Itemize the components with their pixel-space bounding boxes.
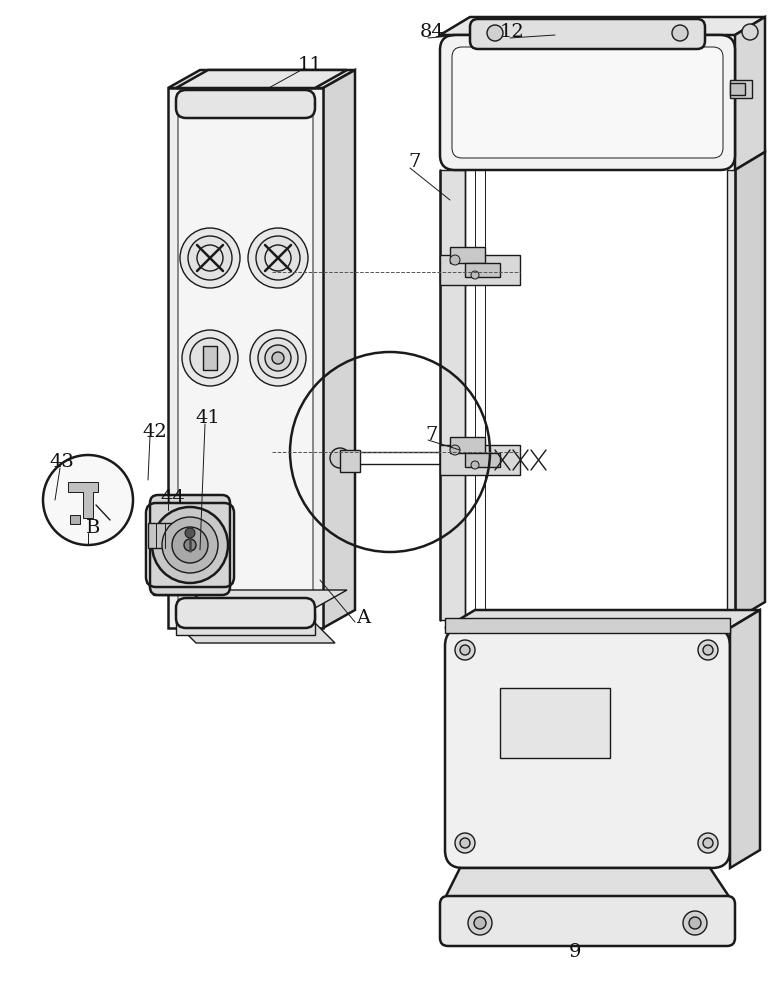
Polygon shape	[176, 623, 335, 643]
Circle shape	[172, 527, 208, 563]
FancyBboxPatch shape	[150, 495, 230, 595]
Circle shape	[689, 917, 701, 929]
Bar	[730, 80, 752, 98]
Circle shape	[683, 911, 707, 935]
Circle shape	[468, 911, 492, 935]
Polygon shape	[735, 17, 765, 170]
Circle shape	[248, 228, 308, 288]
Polygon shape	[445, 610, 760, 628]
Polygon shape	[450, 247, 485, 263]
Polygon shape	[445, 868, 730, 898]
Polygon shape	[168, 88, 323, 628]
Circle shape	[250, 330, 306, 386]
Circle shape	[162, 517, 218, 573]
Circle shape	[460, 838, 470, 848]
Text: 42: 42	[143, 423, 168, 441]
Text: 41: 41	[196, 409, 220, 427]
Circle shape	[474, 917, 486, 929]
Circle shape	[703, 645, 713, 655]
Text: B: B	[86, 519, 100, 537]
Polygon shape	[735, 152, 765, 620]
Bar	[203, 346, 217, 370]
Text: 12: 12	[499, 23, 524, 41]
Circle shape	[182, 330, 238, 386]
Circle shape	[698, 640, 718, 660]
Circle shape	[742, 24, 758, 40]
Polygon shape	[450, 437, 485, 453]
Text: 44: 44	[161, 489, 186, 507]
Circle shape	[256, 236, 300, 280]
Text: 11: 11	[298, 56, 322, 74]
FancyBboxPatch shape	[445, 628, 730, 868]
Circle shape	[450, 255, 460, 265]
Polygon shape	[730, 610, 760, 868]
Circle shape	[265, 345, 291, 371]
Circle shape	[188, 236, 232, 280]
Polygon shape	[70, 515, 80, 524]
Bar	[176, 613, 315, 635]
Circle shape	[190, 338, 230, 378]
Circle shape	[487, 25, 503, 41]
FancyBboxPatch shape	[440, 35, 735, 170]
Polygon shape	[168, 70, 355, 88]
Text: 7: 7	[409, 153, 421, 171]
Text: A: A	[356, 609, 370, 627]
Polygon shape	[323, 70, 355, 628]
Circle shape	[450, 445, 460, 455]
FancyBboxPatch shape	[178, 98, 313, 618]
FancyBboxPatch shape	[470, 19, 705, 49]
Text: 84: 84	[420, 23, 444, 41]
Polygon shape	[440, 170, 465, 620]
FancyBboxPatch shape	[452, 47, 723, 158]
Circle shape	[672, 25, 688, 41]
Circle shape	[258, 338, 298, 378]
Circle shape	[184, 539, 196, 551]
Circle shape	[471, 461, 479, 469]
Polygon shape	[440, 17, 765, 35]
Polygon shape	[68, 482, 98, 518]
Circle shape	[455, 833, 475, 853]
Circle shape	[330, 448, 350, 468]
Polygon shape	[445, 618, 730, 633]
Bar	[500, 688, 610, 758]
Polygon shape	[727, 170, 735, 620]
Polygon shape	[176, 590, 347, 608]
Circle shape	[471, 271, 479, 279]
FancyBboxPatch shape	[440, 896, 735, 946]
Circle shape	[698, 833, 718, 853]
Polygon shape	[440, 445, 520, 475]
Polygon shape	[340, 450, 360, 472]
Polygon shape	[176, 70, 347, 88]
Polygon shape	[465, 263, 500, 277]
Text: 7: 7	[426, 426, 438, 444]
FancyBboxPatch shape	[176, 90, 315, 118]
Text: 9: 9	[569, 943, 581, 961]
Circle shape	[180, 228, 240, 288]
Polygon shape	[440, 255, 520, 285]
Polygon shape	[153, 500, 228, 595]
Bar	[730, 83, 745, 95]
Circle shape	[185, 528, 195, 538]
Circle shape	[455, 640, 475, 660]
Polygon shape	[148, 523, 173, 548]
Circle shape	[460, 645, 470, 655]
Circle shape	[43, 455, 133, 545]
Circle shape	[272, 352, 284, 364]
Polygon shape	[465, 453, 500, 467]
Text: 43: 43	[49, 453, 74, 471]
FancyBboxPatch shape	[176, 598, 315, 628]
Circle shape	[152, 507, 228, 583]
Circle shape	[703, 838, 713, 848]
